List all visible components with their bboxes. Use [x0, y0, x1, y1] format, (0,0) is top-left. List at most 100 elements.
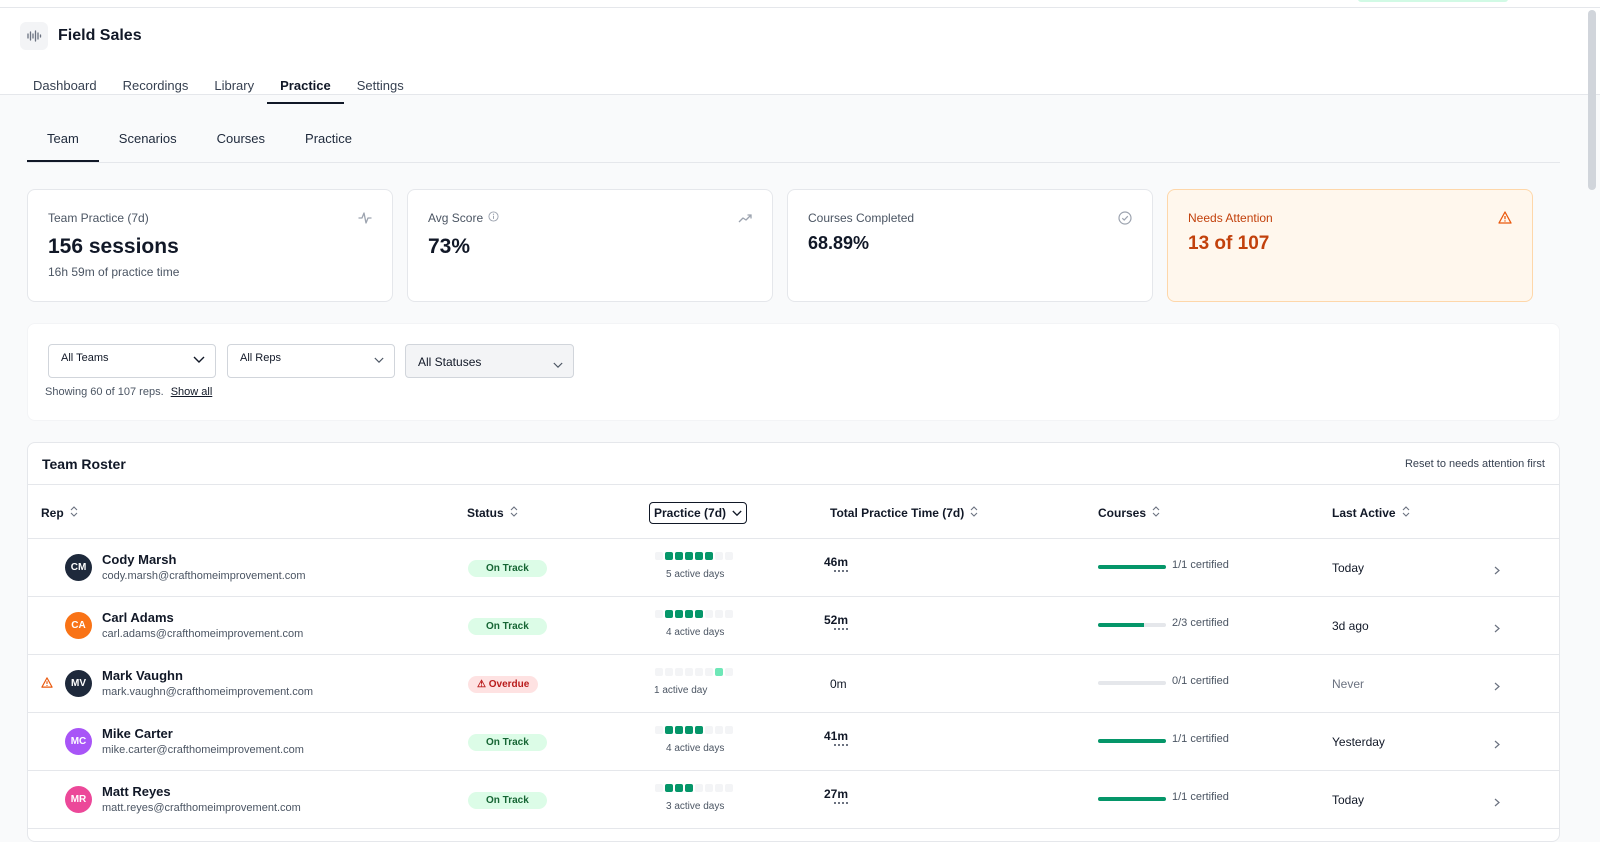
showing-count: Showing 60 of 107 reps. Show all	[45, 386, 212, 398]
table-row[interactable]: CA Carl Adams carl.adams@crafthomeimprovem…	[28, 597, 1559, 655]
rep-email: matt.reyes@crafthomeimprovement.com	[102, 802, 301, 814]
status-badge-text: On Track	[486, 563, 529, 574]
trending-up-icon	[738, 211, 752, 230]
activity-dot	[665, 784, 673, 792]
avg-score-label-text: Avg Score	[428, 211, 484, 225]
sort-icon	[1402, 506, 1410, 520]
status-badge: On Track	[468, 560, 547, 577]
reset-sort-button[interactable]: Reset to needs attention first	[1404, 458, 1545, 470]
practice-dots	[655, 726, 733, 734]
rep-select-value: All Reps	[240, 352, 281, 364]
activity-dot	[655, 552, 663, 560]
col-rep[interactable]: Rep	[41, 506, 78, 520]
nav-tab-library[interactable]: Library	[214, 78, 255, 93]
col-status[interactable]: Status	[467, 506, 518, 520]
team-select-value: All Teams	[61, 352, 109, 364]
page-scrollbar[interactable]	[1588, 10, 1596, 190]
activity-dot	[665, 668, 673, 676]
col-last-active-label: Last Active	[1332, 506, 1396, 520]
roster-rows: CM Cody Marsh cody.marsh@crafthomeimprovem…	[28, 539, 1559, 829]
col-courses[interactable]: Courses	[1098, 506, 1160, 520]
col-rep-label: Rep	[41, 506, 64, 520]
status-badge: On Track	[468, 618, 547, 635]
table-row[interactable]: MR Matt Reyes matt.reyes@crafthomeimprovem…	[28, 771, 1559, 829]
col-total-time[interactable]: Total Practice Time (7d)	[830, 506, 978, 520]
nav-tab-settings[interactable]: Settings	[356, 78, 404, 93]
col-status-label: Status	[467, 506, 504, 520]
sub-tab-practice[interactable]: Practice	[305, 131, 352, 146]
activity-dot	[705, 610, 713, 618]
chevron-right-icon[interactable]	[1494, 678, 1500, 696]
avatar: CA	[65, 612, 92, 639]
activity-dot	[705, 668, 713, 676]
chevron-down-icon	[193, 355, 205, 367]
course-progress-fill	[1098, 739, 1166, 743]
activity-dot	[705, 552, 713, 560]
certified-count: 1/1 certified	[1172, 791, 1229, 803]
total-practice-time: 0m	[830, 677, 847, 691]
activity-dot	[695, 668, 703, 676]
col-last-active[interactable]: Last Active	[1332, 506, 1410, 520]
table-row[interactable]: MV Mark Vaughn mark.vaughn@crafthomeimprov…	[28, 655, 1559, 713]
last-active: Today	[1332, 561, 1365, 575]
sub-tab-courses[interactable]: Courses	[216, 131, 266, 146]
status-select-value: All Statuses	[418, 355, 482, 369]
table-row[interactable]: CM Cody Marsh cody.marsh@crafthomeimprovem…	[28, 539, 1559, 597]
avatar: MC	[65, 728, 92, 755]
team-select[interactable]: All Teams	[48, 344, 216, 378]
certified-count: 1/1 certified	[1172, 559, 1229, 571]
avg-score-label: Avg Score	[428, 211, 752, 225]
page-content: Team Scenarios Courses Practice Team Practi…	[27, 95, 1560, 842]
table-row[interactable]: MC Mike Carter mike.carter@crafthomeimprov…	[28, 713, 1559, 771]
status-select[interactable]: All Statuses	[405, 344, 574, 378]
nav-tab-dashboard[interactable]: Dashboard	[33, 78, 97, 93]
practice-dots	[655, 784, 733, 792]
rep-name[interactable]: Mark Vaughn	[102, 668, 183, 683]
activity-dot	[695, 552, 703, 560]
activity-dot	[655, 610, 663, 618]
status-badge-text: On Track	[486, 795, 529, 806]
status-badge-text: On Track	[486, 737, 529, 748]
rep-name[interactable]: Carl Adams	[102, 610, 174, 625]
col-practice[interactable]: Practice (7d)	[649, 502, 748, 524]
practice-dots	[655, 668, 733, 676]
chevron-right-icon[interactable]	[1494, 736, 1500, 754]
needs-attention-card[interactable]: Needs Attention 13 of 107	[1167, 189, 1533, 302]
info-icon[interactable]	[488, 211, 499, 225]
last-active: 3d ago	[1332, 619, 1369, 633]
activity-dot	[715, 552, 723, 560]
activity-dot	[675, 668, 683, 676]
course-progress-bar	[1098, 565, 1166, 569]
check-circle-icon	[1118, 211, 1132, 230]
courses-completed-card: Courses Completed 68.89%	[787, 189, 1153, 302]
activity-dot	[695, 726, 703, 734]
nav-tab-practice[interactable]: Practice	[267, 66, 344, 104]
rep-name[interactable]: Mike Carter	[102, 726, 173, 741]
avg-score-card: Avg Score 73%	[407, 189, 773, 302]
practice-dots	[655, 552, 733, 560]
rep-name[interactable]: Cody Marsh	[102, 552, 177, 567]
activity-dot	[655, 726, 663, 734]
chevron-down-icon	[732, 506, 742, 520]
nav-tab-recordings[interactable]: Recordings	[122, 78, 189, 93]
main-nav: Dashboard Recordings Library Practice Settin…	[20, 66, 417, 104]
sub-tab-team[interactable]: Team	[27, 131, 99, 162]
rep-email: cody.marsh@crafthomeimprovement.com	[102, 570, 306, 582]
show-all-link[interactable]: Show all	[170, 386, 213, 398]
rep-name[interactable]: Matt Reyes	[102, 784, 171, 799]
chevron-right-icon[interactable]	[1494, 794, 1500, 812]
stat-cards: Team Practice (7d) 156 sessions 16h 59m …	[27, 189, 1560, 302]
activity-dot	[695, 610, 703, 618]
activity-dot	[725, 726, 733, 734]
alert-triangle-icon: ⚠	[477, 679, 489, 690]
chevron-right-icon[interactable]	[1494, 620, 1500, 638]
total-practice-time: 27m	[824, 787, 849, 801]
activity-dot	[685, 610, 693, 618]
status-badge-text: Overdue	[488, 679, 530, 690]
activity-dot	[675, 726, 683, 734]
chevron-right-icon[interactable]	[1494, 562, 1500, 580]
sort-icon	[1152, 506, 1160, 520]
sub-tab-scenarios[interactable]: Scenarios	[118, 131, 177, 146]
team-roster: Team Roster Reset to needs attention fir…	[27, 442, 1560, 842]
rep-select[interactable]: All Reps	[227, 344, 395, 378]
